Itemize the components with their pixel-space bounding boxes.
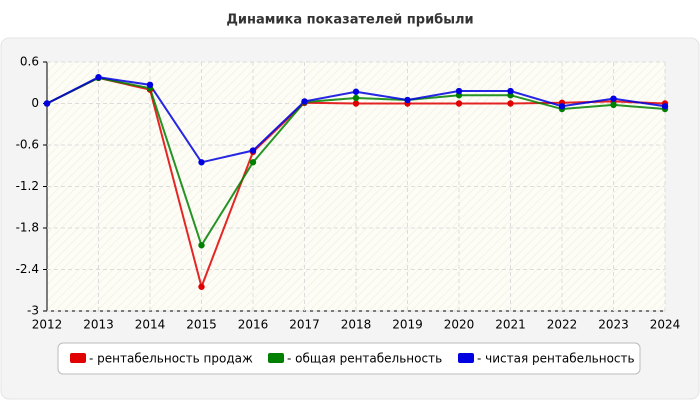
point [507,100,514,107]
x-tick-label: 2022 [547,318,578,332]
x-tick-label: 2024 [650,318,681,332]
point [43,100,51,107]
point [249,159,257,166]
point [95,74,102,81]
legend-swatch [458,353,474,363]
point [352,88,360,95]
legend-label: - рентабельность продаж [89,352,253,366]
point [558,103,566,110]
x-tick-label: 2017 [289,318,320,332]
point [455,87,463,95]
x-tick-label: 2018 [341,318,372,332]
point [352,100,360,107]
point [455,100,463,107]
point [507,87,514,95]
point [249,147,257,154]
point [146,81,154,89]
legend-label: - общая рентабельность [287,352,442,366]
x-tick-label: 2021 [495,318,526,332]
y-tick-label: -3 [27,304,39,318]
x-tick-label: 2013 [83,318,114,332]
y-tick-label: -1.8 [16,221,39,235]
x-tick-label: 2020 [444,318,475,332]
point [352,94,360,102]
y-tick-label: -0.6 [16,138,39,152]
point [404,96,411,104]
point [610,95,617,102]
y-tick-label: 0 [31,96,39,110]
legend [57,342,641,375]
legend-swatch [268,353,284,363]
y-tick-label: -1.2 [16,179,39,193]
legend-label: - чистая рентабельность [477,352,635,366]
point [198,159,205,166]
x-tick-label: 2019 [392,318,423,332]
y-tick-label: -2.4 [16,262,39,276]
x-tick-label: 2012 [32,318,63,332]
chart-title: Динамика показателей прибыли [226,13,473,28]
x-tick-label: 2016 [238,318,269,332]
x-tick-label: 2023 [598,318,629,332]
point [661,103,669,110]
x-tick-label: 2014 [135,318,166,332]
x-tick-label: 2015 [186,318,217,332]
legend-swatch [70,353,86,363]
point [198,242,205,249]
point [301,98,308,105]
y-tick-label: 0.6 [20,55,39,69]
point [198,283,205,290]
point [610,101,617,109]
